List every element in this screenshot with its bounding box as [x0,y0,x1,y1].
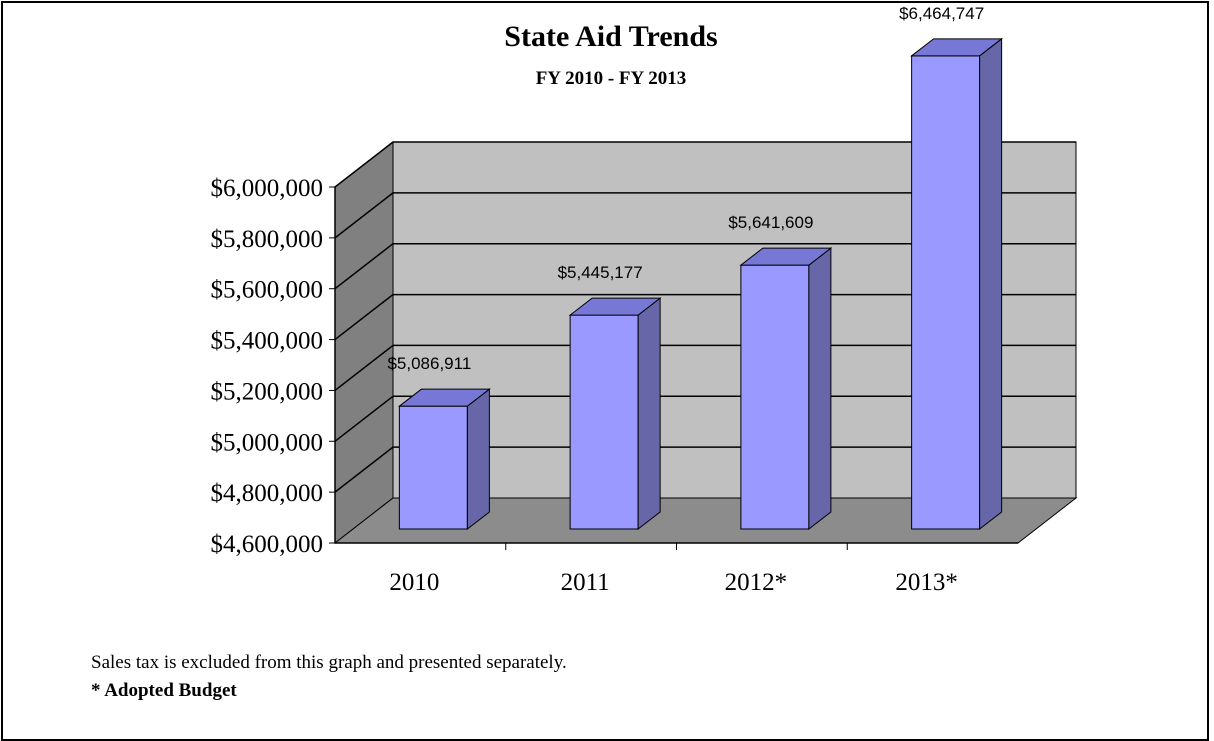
gridline-side [334,344,394,392]
bar [740,264,810,530]
y-tick-label: $5,600,000 [211,277,324,304]
data-label: $5,641,609 [728,213,813,232]
bar [911,55,981,530]
data-label: $5,445,177 [558,263,643,282]
gridline-side [334,192,394,239]
bar [398,405,468,530]
bar-side [979,37,1003,531]
bar [569,314,639,530]
y-tick-label: $5,200,000 [211,378,324,405]
y-tick-label: $5,800,000 [211,226,324,253]
y-tick-label: $4,600,000 [211,531,324,558]
x-tick-label: 2011 [561,569,610,596]
y-tick-label: $6,000,000 [211,175,324,202]
data-label: $6,464,747 [899,4,984,23]
y-tick-label: $4,800,000 [211,480,324,507]
bar-top [739,247,833,266]
note-sales-tax: Sales tax is excluded from this graph an… [91,652,567,673]
bar-side [808,247,832,531]
gridline-side [334,243,394,290]
bar-top [397,388,491,407]
x-tick-label: 2013* [895,569,958,596]
gridline-side [334,395,394,442]
x-tick-label: 2012* [725,569,788,596]
note-adopted-budget: * Adopted Budget [91,680,237,701]
x-tick-label: 2010 [389,569,439,596]
gridline-side [334,141,394,188]
bar-side [637,297,661,531]
bar-top [910,38,1004,57]
chart-subtitle: FY 2010 - FY 2013 [536,68,687,89]
y-tick-label: $5,000,000 [211,429,324,456]
gridline-side [334,446,394,493]
gridline-side [334,293,394,341]
data-label: $5,086,911 [387,354,471,373]
bar-side [466,388,490,531]
y-tick-label: $5,400,000 [211,328,324,355]
plot-area: $4,600,000 $4,800,000 $5,000,000 $5,200,000… [211,4,1078,596]
bar-top [568,297,662,316]
side-wall [334,140,394,545]
chart-title: State Aid Trends [504,20,717,53]
